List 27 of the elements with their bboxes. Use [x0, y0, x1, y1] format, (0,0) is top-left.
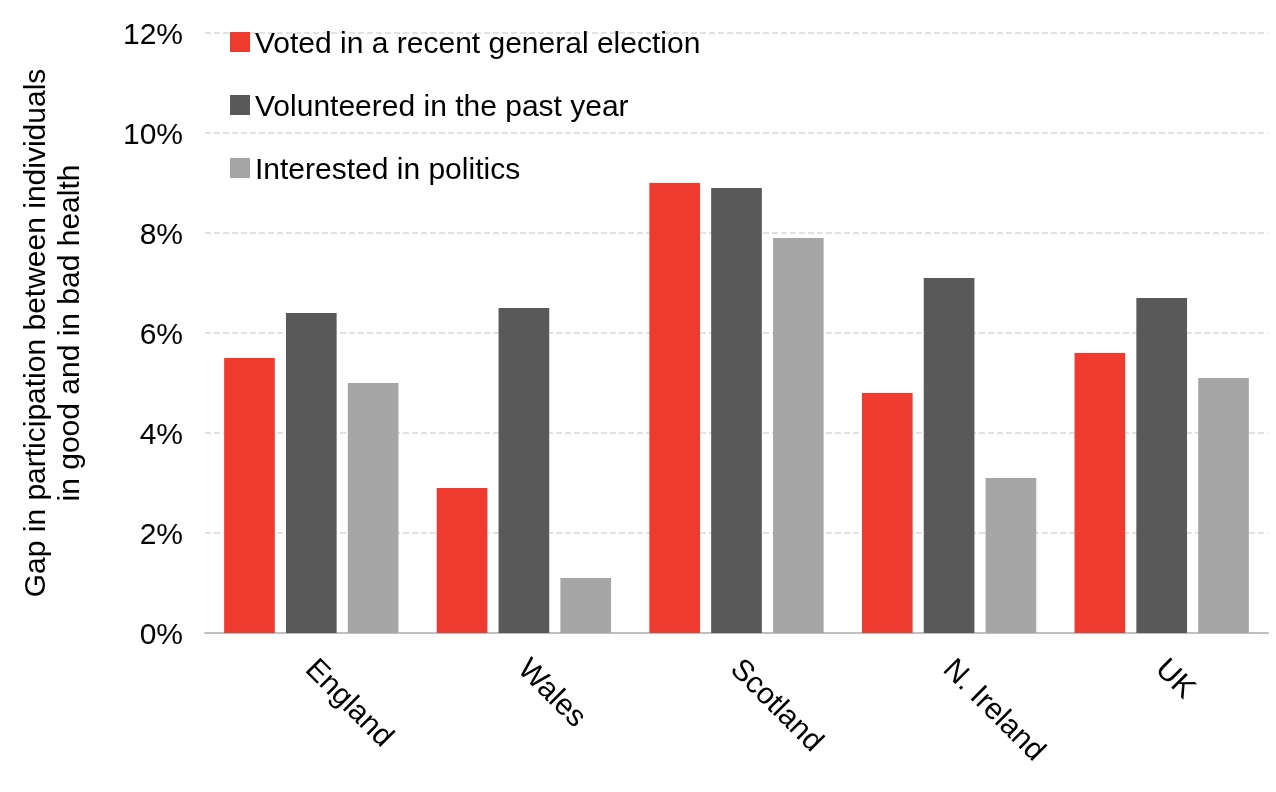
- y-tick-label: 4%: [139, 416, 183, 450]
- y-tick-label: 10%: [122, 116, 183, 150]
- bar: [1074, 353, 1126, 633]
- y-tick-label: 8%: [139, 216, 183, 250]
- y-tick-label: 0%: [139, 616, 183, 650]
- bar: [436, 488, 488, 633]
- x-tick-label: UK: [1150, 651, 1203, 705]
- bar: [224, 358, 275, 633]
- y-axis-title: Gap in participation between individuals in good and in bad health: [17, 68, 85, 598]
- bar: [772, 238, 824, 633]
- bar: [923, 278, 975, 633]
- bar: [861, 393, 913, 633]
- legend-label: Volunteered in the past year: [255, 88, 629, 122]
- y-tick-label: 2%: [139, 516, 183, 550]
- bar: [1136, 298, 1188, 633]
- bar: [498, 308, 550, 633]
- bar: [649, 183, 701, 633]
- legend-label: Interested in politics: [255, 151, 521, 185]
- bar: [711, 188, 762, 633]
- bar: [285, 313, 337, 633]
- bar: [1198, 378, 1249, 633]
- y-tick-label: 12%: [122, 16, 183, 50]
- y-tick-label: 6%: [139, 316, 183, 350]
- bar: [560, 578, 612, 633]
- legend-label: Voted in a recent general election: [255, 25, 701, 59]
- bar: [347, 383, 399, 633]
- bar: [985, 478, 1037, 633]
